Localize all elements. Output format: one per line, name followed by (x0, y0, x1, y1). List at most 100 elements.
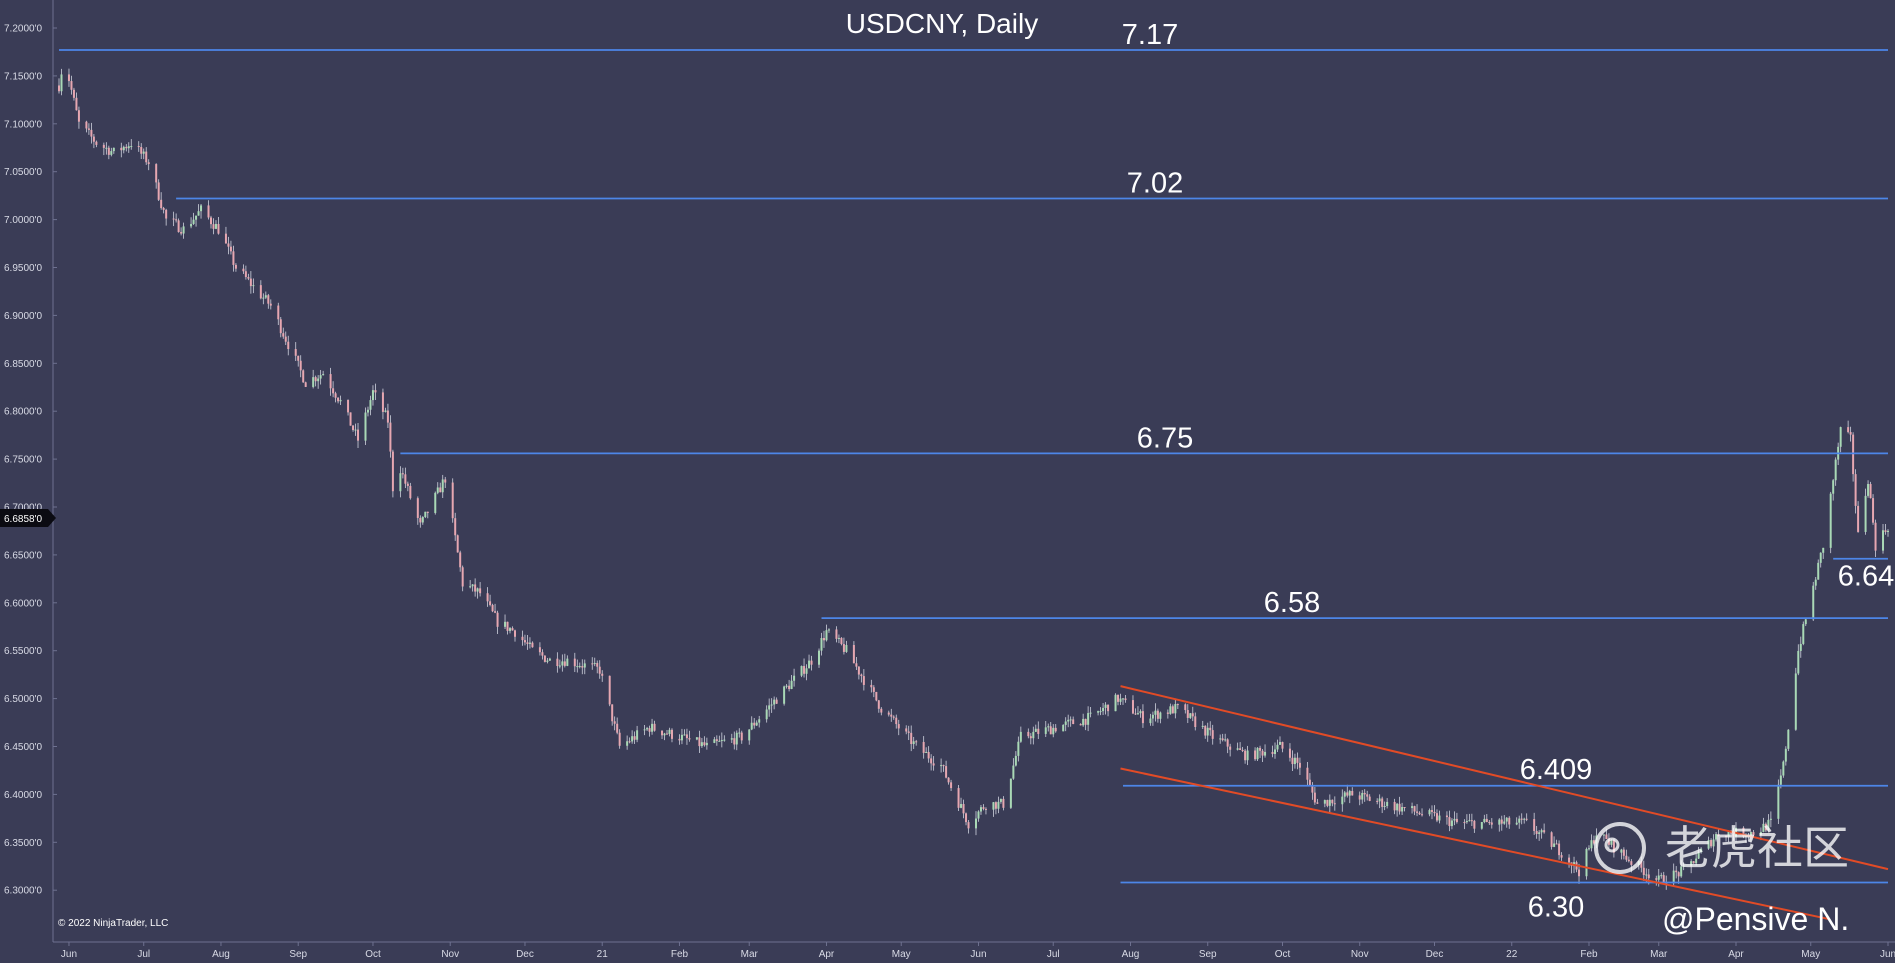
candle-body (1089, 712, 1092, 714)
candle-body (1717, 834, 1720, 836)
candle-body (1872, 498, 1875, 523)
current-price-marker: 6.6858'0 (0, 509, 56, 527)
candle-body (897, 724, 900, 729)
candle-body (439, 487, 442, 493)
candle-body (90, 129, 93, 137)
candle-body (162, 208, 165, 210)
candle-body (1787, 729, 1790, 749)
candle-body (197, 211, 200, 216)
candle-body (157, 182, 160, 200)
candle-body (391, 451, 394, 492)
candle-body (1326, 800, 1329, 806)
candle-body (855, 663, 858, 667)
candle-body (1421, 814, 1424, 816)
candle-body (165, 209, 168, 219)
y-tick-label: 7.1500'0 (4, 71, 42, 82)
candle-body (945, 766, 948, 778)
candle-body (1052, 727, 1055, 735)
candle-body (818, 650, 821, 665)
candle-body (1438, 815, 1441, 821)
level-label: 6.58 (1264, 587, 1320, 619)
y-tick-label: 6.9000'0 (4, 311, 42, 322)
candle-body (718, 740, 721, 742)
candle-body (618, 732, 621, 746)
candle-body (1114, 694, 1117, 712)
candle-body (1229, 746, 1232, 750)
level-label: 6.409 (1520, 754, 1593, 786)
candle-body (1428, 810, 1431, 815)
candle-body (105, 147, 108, 149)
candle-body (200, 205, 203, 212)
descending-channel (1120, 685, 1889, 920)
candle-body (1523, 818, 1526, 820)
x-tick-label: Jun (1880, 949, 1895, 960)
candle-body (339, 399, 342, 402)
candle-body (1543, 830, 1546, 833)
candle-body (1064, 721, 1067, 725)
candle-body (212, 224, 215, 229)
candle-body (661, 730, 664, 736)
level-label: 7.17 (1122, 19, 1178, 51)
candle-body (1002, 798, 1005, 808)
candle-body (735, 732, 738, 745)
candle-body (748, 729, 751, 741)
candle-body (112, 147, 115, 152)
candle-body (977, 811, 980, 819)
y-tick-label: 6.4500'0 (4, 742, 42, 753)
x-tick-label: Jun (970, 949, 986, 960)
candle-body (1655, 878, 1658, 880)
candle-body (210, 217, 213, 225)
candle-body (994, 802, 997, 809)
candle-body (1645, 874, 1648, 876)
candle-body (880, 708, 883, 713)
candle-body (738, 732, 741, 734)
candle-body (783, 686, 786, 704)
candle-body (788, 685, 791, 690)
time-axis: Jun Jul Aug Sep Oct Nov Dec 21 Feb Mar Apr May Jun Ju… (61, 942, 1895, 960)
candle-body (601, 673, 604, 676)
candle-body (925, 751, 928, 753)
candle-body (1122, 698, 1125, 700)
candle-body (1351, 790, 1354, 796)
candle-body (1323, 800, 1326, 804)
candle-body (1682, 865, 1685, 867)
candle-body (1271, 751, 1274, 754)
candle-body (329, 374, 332, 389)
candle-body (1590, 840, 1593, 849)
candle-body (404, 474, 407, 484)
level-label: 6.75 (1137, 422, 1193, 454)
candle-body (1647, 874, 1650, 879)
candle-body (1508, 817, 1511, 825)
candle-body (1852, 434, 1855, 475)
candle-body (845, 644, 848, 652)
candle-body (1082, 718, 1085, 726)
x-tick-label: May (892, 949, 911, 960)
candle-body (1625, 855, 1628, 860)
y-tick-label: 6.5000'0 (4, 694, 42, 705)
candle-body (1027, 731, 1030, 737)
candle-body (678, 738, 681, 741)
candle-body (1483, 818, 1486, 823)
candle-body (334, 393, 337, 398)
x-tick-label: Jul (137, 949, 150, 960)
candle-body (1401, 806, 1404, 812)
candle-body (1553, 843, 1556, 847)
y-tick-label: 6.9500'0 (4, 263, 42, 274)
candle-body (583, 663, 586, 668)
candle-body (1794, 673, 1797, 730)
candle-body (1839, 427, 1842, 447)
channel-line (1120, 767, 1829, 920)
candle-body (957, 788, 960, 808)
candle-body (912, 741, 915, 745)
candle-body (264, 295, 267, 298)
candle-body (648, 728, 651, 732)
y-tick-label: 7.0500'0 (4, 167, 42, 178)
candle-body (1777, 784, 1780, 819)
candle-body (768, 705, 771, 710)
candle-body (1019, 731, 1022, 742)
candle-body (1784, 748, 1787, 762)
candle-body (646, 728, 649, 730)
candle-body (561, 661, 564, 666)
candle-body (421, 517, 424, 523)
candle-body (1680, 866, 1683, 877)
